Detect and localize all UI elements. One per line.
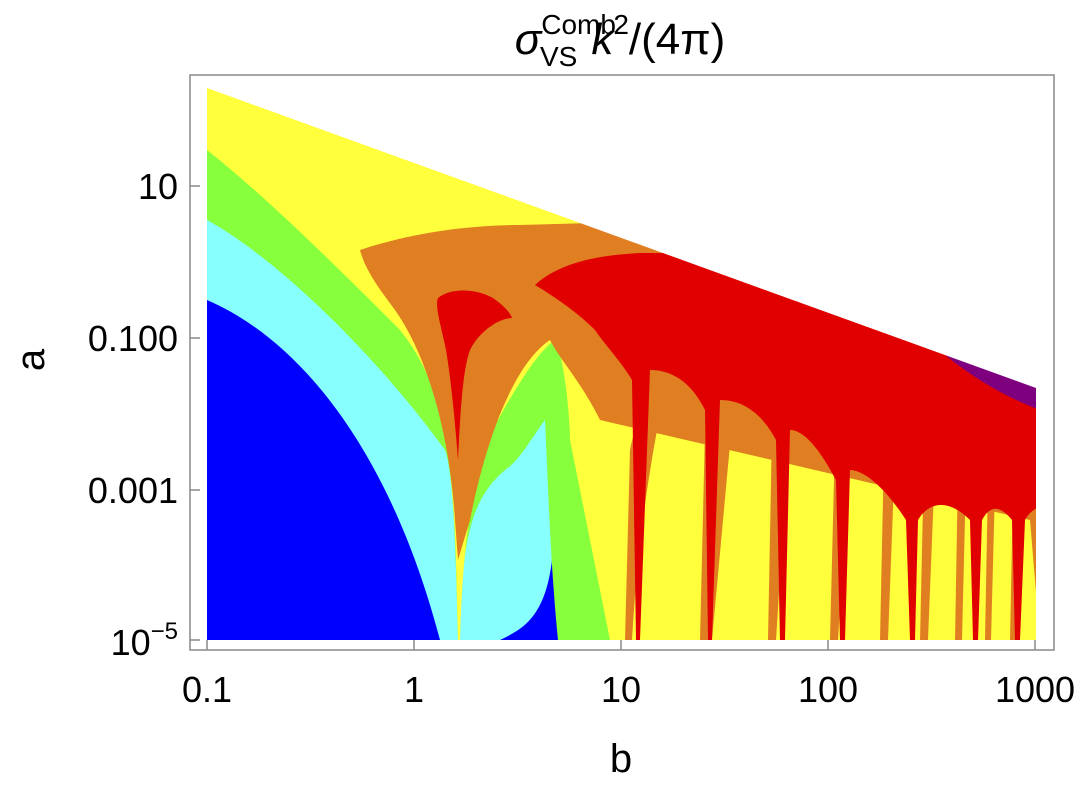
y-axis: 10 0.100 0.001 10−5 (88, 166, 200, 663)
x-axis: 0.1 1 10 100 1000 (182, 640, 1075, 710)
y-tick-label-0.001: 0.001 (88, 470, 178, 511)
y-axis-label: a (9, 348, 53, 371)
y-tick-label-0.100: 0.100 (88, 318, 178, 359)
y-tick-base: 10 (111, 622, 151, 663)
x-tick-label-100: 100 (798, 669, 858, 710)
contour-level-high (535, 253, 1036, 640)
x-tick-label-1000: 1000 (995, 669, 1075, 710)
chart-title: σComb VS k2/(4π) (515, 9, 726, 72)
title-superscript: Comb (541, 9, 616, 40)
x-tick-label-10: 10 (601, 669, 641, 710)
out-of-domain-region (207, 78, 1036, 388)
contour-level-highest (945, 355, 1036, 409)
y-tick-exp: −5 (151, 618, 178, 645)
x-tick-label-0.1: 0.1 (182, 669, 232, 710)
x-tick-label-1: 1 (404, 669, 424, 710)
title-rest-var: k (591, 15, 615, 64)
y-tick-label-1e-5: 10−5 (111, 618, 178, 663)
red-blob-left (437, 290, 512, 460)
y-ticks (190, 185, 200, 641)
x-axis-label: b (610, 737, 632, 781)
title-symbol: σ (515, 15, 543, 64)
title-subscript: VS (540, 41, 577, 72)
title-rest-tail: /(4π) (629, 15, 725, 64)
title-rest-exp: 2 (613, 9, 629, 40)
x-ticks (206, 640, 1036, 650)
plot-area (207, 78, 1036, 640)
y-tick-label-10: 10 (138, 166, 178, 207)
plot-frame (189, 74, 1055, 651)
